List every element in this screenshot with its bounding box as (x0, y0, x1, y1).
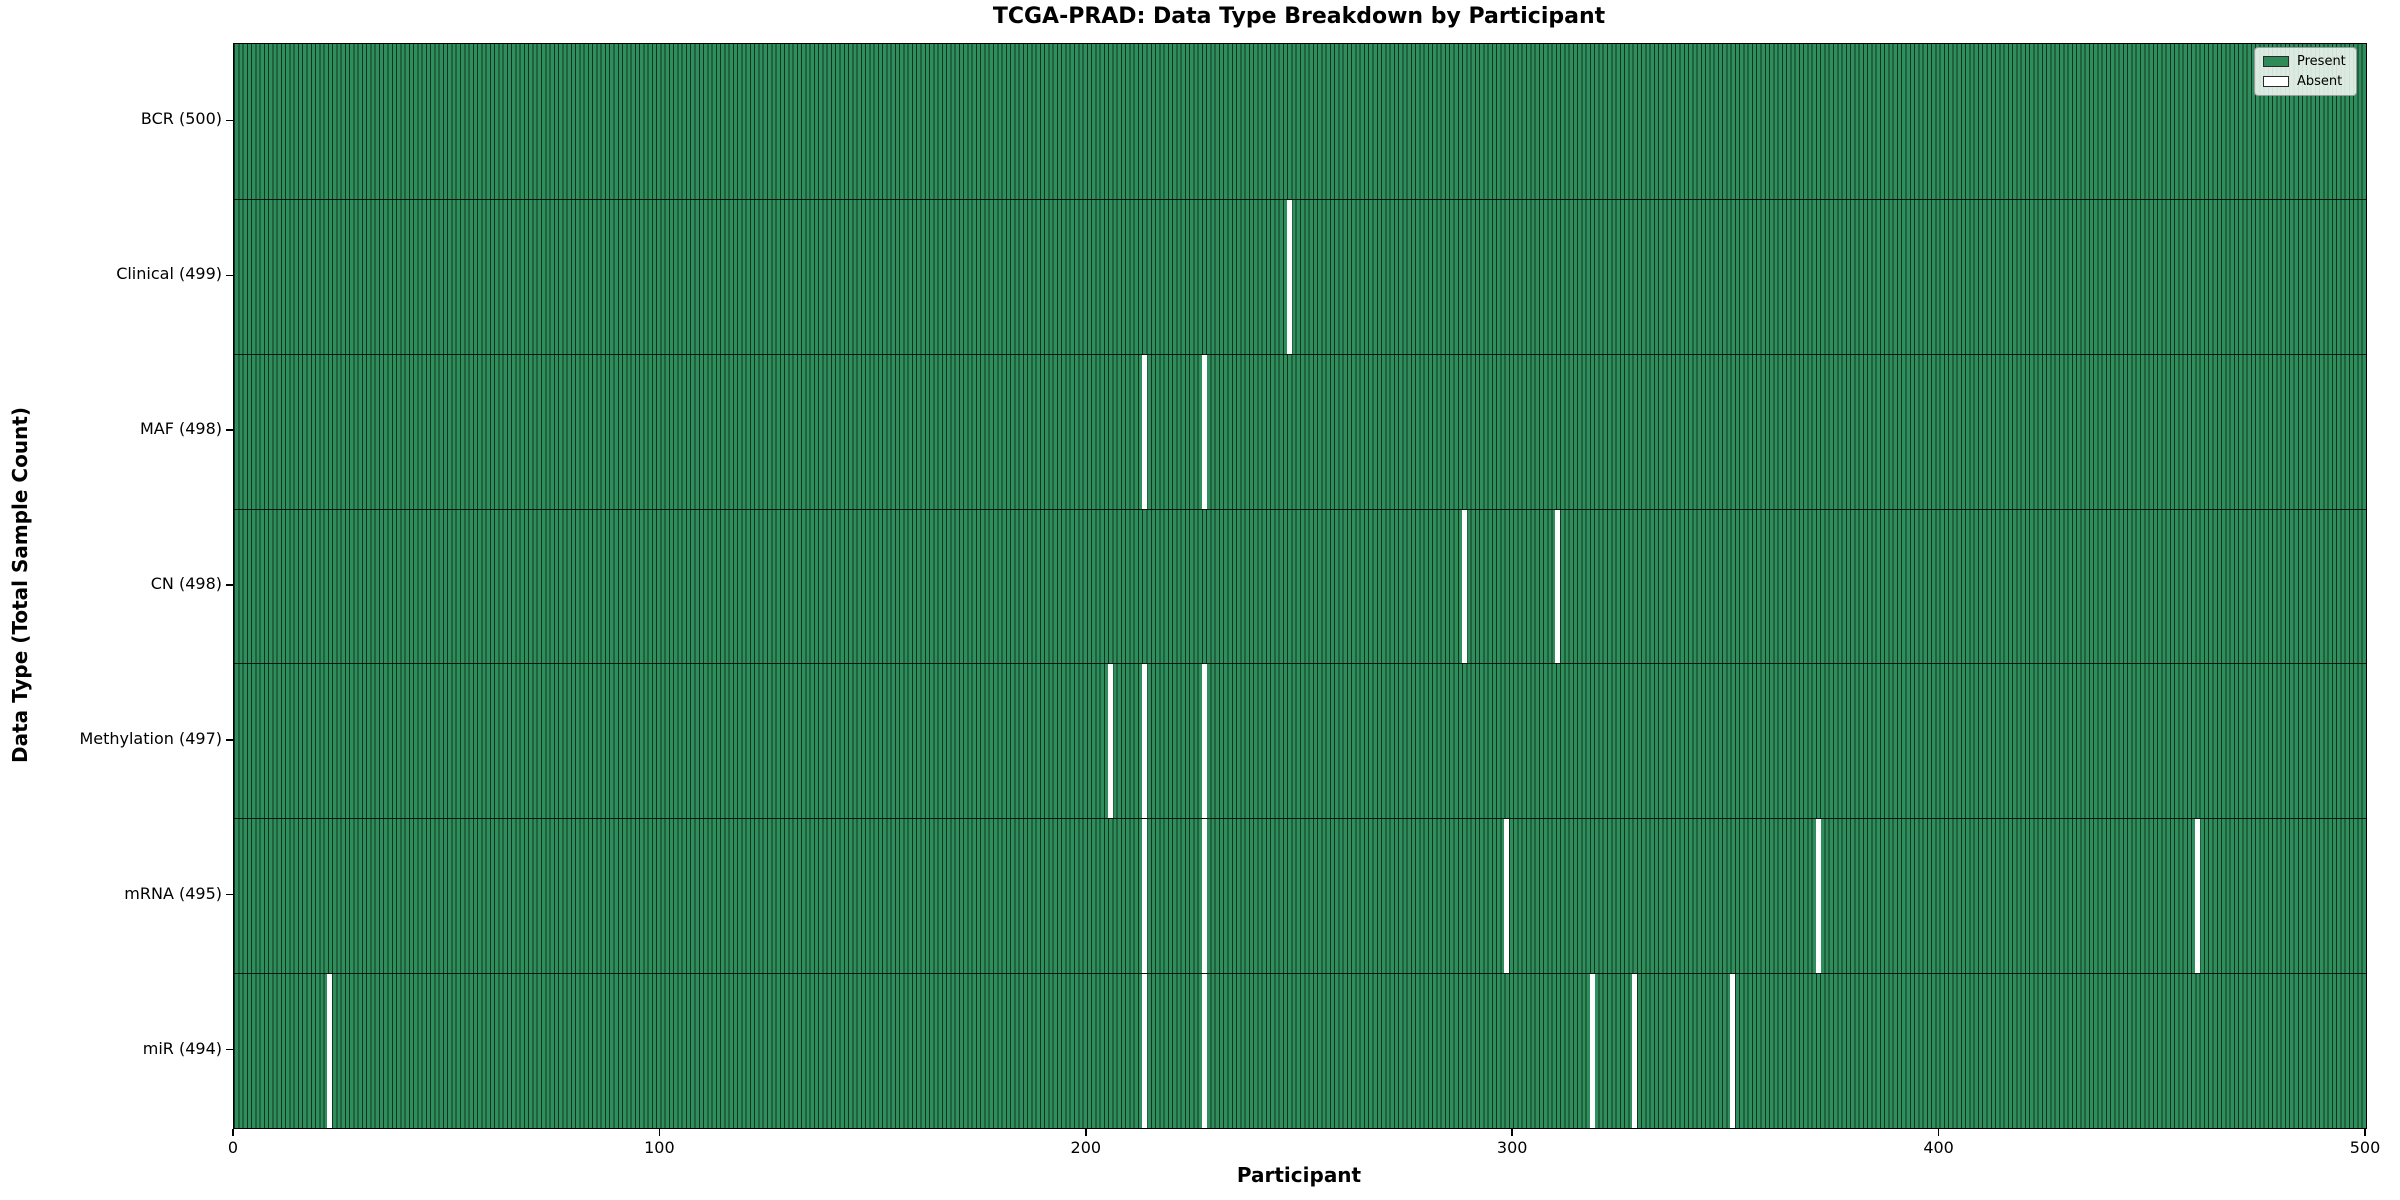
x-tick-label-300: 300 (1496, 1138, 1528, 1157)
x-tick-mark-0 (232, 1128, 234, 1136)
plot-area (233, 43, 2367, 1129)
x-tick-mark-300 (1511, 1128, 1513, 1136)
legend-label-absent: Absent (2297, 74, 2343, 89)
absent-gap-mrna-p371 (1815, 819, 1821, 974)
absent-gap-maf-p213 (1141, 354, 1147, 509)
absent-gap-maf-p227 (1201, 354, 1207, 509)
absent-gap-mir-p328 (1632, 974, 1638, 1128)
row-methylation (234, 663, 2366, 819)
legend-label-present: Present (2297, 54, 2346, 69)
absent-gap-cn-p288 (1461, 509, 1467, 664)
y-tick-mark-mir (226, 1048, 233, 1051)
absent-gap-methylation-p227 (1201, 664, 1207, 819)
row-bcr (234, 44, 2366, 199)
y-tick-label-methylation: Methylation (497) (79, 728, 222, 748)
x-tick-label-100: 100 (644, 1138, 675, 1157)
row-maf (234, 353, 2366, 509)
absent-gap-mir-p213 (1141, 974, 1147, 1128)
y-tick-mark-maf (226, 429, 233, 431)
y-tick-label-maf: MAF (498) (139, 419, 222, 439)
absent-gap-methylation-p205 (1107, 664, 1113, 819)
x-tick-mark-400 (1937, 1128, 1940, 1136)
x-tick-label-200: 200 (1070, 1138, 1102, 1157)
x-tick-mark-100 (658, 1128, 661, 1136)
y-tick-label-mrna: mRNA (495) (124, 883, 222, 903)
absent-gap-cn-p310 (1555, 509, 1561, 664)
x-tick-label-400: 400 (1923, 1138, 1954, 1157)
x-axis-label: Participant (1236, 1163, 1362, 1187)
y-tick-label-mir: miR (494) (142, 1038, 222, 1058)
absent-gap-mrna-p213 (1141, 819, 1147, 974)
legend-entry-absent: Absent (2263, 74, 2346, 89)
row-clinical (234, 198, 2366, 354)
absent-gap-mir-p22 (327, 974, 333, 1128)
x-tick-label-500: 500 (2349, 1138, 2381, 1157)
chart-title: TCGA-PRAD: Data Type Breakdown by Partic… (992, 4, 1606, 29)
x-tick-mark-200 (1085, 1128, 1087, 1136)
y-tick-mark-mrna (226, 893, 233, 896)
y-tick-mark-clinical (226, 274, 233, 277)
x-tick-label-0: 0 (227, 1138, 239, 1157)
absent-gap-mrna-p298 (1504, 819, 1510, 974)
y-tick-label-bcr: BCR (500) (140, 109, 222, 129)
absent-gap-mir-p318 (1589, 974, 1595, 1128)
y-tick-label-clinical: Clinical (499) (116, 264, 222, 284)
absent-gap-mrna-p227 (1201, 819, 1207, 974)
y-tick-mark-bcr (226, 119, 233, 122)
absent-gap-mir-p227 (1201, 974, 1207, 1128)
legend-entry-present: Present (2263, 54, 2346, 69)
absent-gap-mrna-p460 (2195, 819, 2201, 974)
absent-gap-clinical-p247 (1286, 199, 1292, 354)
y-tick-label-cn: CN (498) (150, 574, 222, 593)
legend: Present Absent (2254, 47, 2357, 96)
absent-swatch-icon (2263, 76, 2289, 87)
x-tick-mark-500 (2364, 1128, 2366, 1136)
row-cn (234, 508, 2366, 664)
present-swatch-icon (2263, 56, 2289, 67)
row-mir (234, 973, 2366, 1128)
y-tick-mark-cn (226, 584, 233, 586)
row-mrna (234, 818, 2366, 974)
absent-gap-mir-p351 (1730, 974, 1736, 1128)
absent-gap-methylation-p213 (1141, 664, 1147, 819)
y-tick-mark-methylation (226, 739, 233, 741)
